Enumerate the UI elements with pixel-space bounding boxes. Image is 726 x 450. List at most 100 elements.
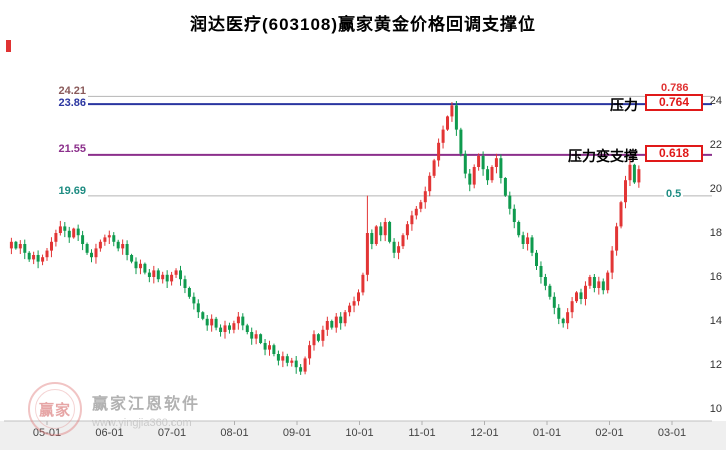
candle-body bbox=[165, 274, 169, 282]
candle-body bbox=[588, 277, 592, 286]
candle-body bbox=[570, 301, 574, 313]
candle-body bbox=[50, 241, 53, 251]
candle-body bbox=[303, 358, 307, 372]
candle-body bbox=[276, 354, 280, 361]
axis-strip bbox=[0, 421, 726, 450]
candle-body bbox=[468, 173, 472, 185]
candle-body bbox=[615, 226, 619, 251]
candle-body bbox=[526, 237, 530, 244]
candle-body bbox=[54, 233, 58, 242]
candle-body bbox=[441, 129, 445, 143]
candle-body bbox=[539, 266, 543, 277]
candle-body bbox=[486, 169, 490, 181]
candle-body bbox=[170, 274, 174, 282]
y-axis-label-10: 10 bbox=[709, 403, 722, 415]
candle-body bbox=[179, 270, 182, 280]
candle-body bbox=[490, 167, 494, 181]
candle-body bbox=[579, 292, 583, 299]
candle-body bbox=[41, 257, 45, 262]
candle-body bbox=[632, 164, 636, 183]
candle-body bbox=[85, 244, 89, 253]
candle-body bbox=[566, 312, 570, 324]
candle-body bbox=[352, 301, 356, 306]
candle-body bbox=[18, 244, 22, 249]
x-axis-label-02-01: 02-01 bbox=[595, 427, 624, 439]
candle-body bbox=[414, 208, 418, 216]
y-axis: 24 22 20 18 16 14 12 10 bbox=[698, 0, 724, 450]
x-axis-label-03-01: 03-01 bbox=[657, 427, 687, 439]
candle-body bbox=[463, 153, 467, 174]
candle-body bbox=[446, 116, 449, 130]
candle-body bbox=[597, 281, 601, 288]
candle-body bbox=[454, 105, 458, 130]
candle-body bbox=[27, 252, 31, 260]
candle-body bbox=[232, 323, 236, 330]
fib-ratio-label-0786: 0.786 bbox=[659, 82, 691, 95]
candle-body bbox=[281, 356, 285, 361]
x-axis-label-08-01: 08-01 bbox=[220, 427, 249, 439]
candle-body bbox=[81, 235, 85, 244]
candle-body bbox=[76, 228, 80, 236]
candle-body bbox=[241, 316, 245, 326]
candle-body bbox=[94, 248, 98, 258]
candle-body bbox=[517, 222, 521, 236]
candle-body bbox=[397, 246, 401, 253]
candle-body bbox=[437, 142, 441, 161]
candle-body bbox=[312, 334, 316, 346]
candle-body bbox=[459, 129, 463, 154]
candle-body bbox=[410, 215, 414, 225]
candle-body bbox=[192, 296, 196, 304]
x-axis-label-12-01: 12-01 bbox=[470, 427, 499, 439]
candle-body bbox=[161, 274, 165, 280]
candle-body bbox=[321, 329, 325, 341]
candle-body bbox=[196, 303, 200, 313]
candle-body bbox=[477, 156, 481, 167]
candle-body bbox=[637, 169, 641, 183]
candle-body bbox=[147, 272, 151, 277]
candle-body bbox=[223, 325, 227, 332]
candle-body bbox=[294, 360, 298, 368]
candle-body bbox=[174, 270, 178, 275]
candle-body bbox=[481, 156, 485, 170]
candle-body bbox=[36, 255, 40, 262]
candle-body bbox=[374, 226, 378, 244]
candle-body bbox=[575, 292, 578, 302]
fib-ratio-label-05: 0.5 bbox=[664, 187, 684, 200]
candle-body bbox=[228, 325, 231, 330]
candle-body bbox=[428, 175, 432, 192]
candle-body bbox=[116, 241, 120, 249]
candle-body bbox=[557, 307, 561, 319]
level-price-label-0618: 21.55 bbox=[58, 142, 86, 155]
candle-body bbox=[392, 241, 396, 253]
candle-body bbox=[610, 250, 614, 273]
candle-body bbox=[365, 233, 369, 275]
candle-body bbox=[343, 312, 347, 324]
candle-body bbox=[285, 356, 289, 363]
candle-body bbox=[388, 222, 392, 242]
candle-body bbox=[450, 105, 454, 117]
candle-body bbox=[508, 195, 512, 209]
candle-body bbox=[543, 277, 547, 286]
candle-body bbox=[299, 367, 303, 372]
fib-ratio-box-0764: 0.764 bbox=[645, 94, 703, 112]
level-price-label-0786: 24.21 bbox=[58, 85, 86, 98]
pressure-to-support-label: 压力变支撑 bbox=[568, 147, 638, 164]
candle-body bbox=[9, 241, 13, 249]
x-axis-label-10-01: 10-01 bbox=[345, 427, 374, 439]
candle-body bbox=[90, 252, 93, 258]
candle-body bbox=[98, 241, 102, 249]
y-axis-label-12: 12 bbox=[709, 359, 722, 371]
candle-body bbox=[121, 244, 125, 249]
candle-body bbox=[263, 343, 267, 350]
level-price-label-0764: 23.86 bbox=[58, 97, 86, 110]
candle-body bbox=[325, 321, 329, 330]
candle-body bbox=[250, 332, 254, 339]
candle-body bbox=[219, 327, 223, 332]
candle-body bbox=[183, 279, 187, 288]
candle-body bbox=[499, 158, 503, 178]
watermark-logo-text: 赢家 bbox=[38, 401, 71, 419]
candle-body bbox=[130, 255, 134, 262]
candle-body bbox=[601, 281, 605, 291]
candle-body bbox=[370, 233, 374, 244]
